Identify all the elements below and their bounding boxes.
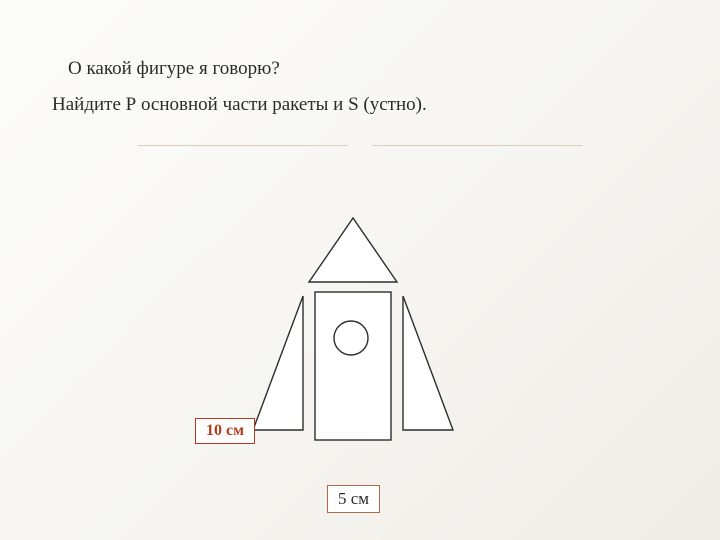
question-line-2: Найдите Р основной части ракеты и S (уст…	[42, 94, 427, 116]
rocket-fin-right	[403, 296, 453, 430]
rocket-fin-left	[253, 296, 303, 430]
label-width: 5 см	[327, 485, 380, 513]
question-text-1: О какой фигуре я говорю?	[68, 58, 280, 80]
question-line-1: О какой фигуре я говорю?	[58, 58, 280, 80]
question-text-2: Найдите Р основной части ракеты и S (уст…	[52, 94, 427, 116]
label-height: 10 см	[195, 418, 255, 444]
rocket-nose-triangle	[309, 218, 397, 282]
divider-line-left	[138, 145, 348, 146]
rocket-body-rect	[315, 292, 391, 440]
divider	[0, 136, 720, 154]
rocket-window-circle	[334, 321, 368, 355]
divider-line-right	[372, 145, 582, 146]
